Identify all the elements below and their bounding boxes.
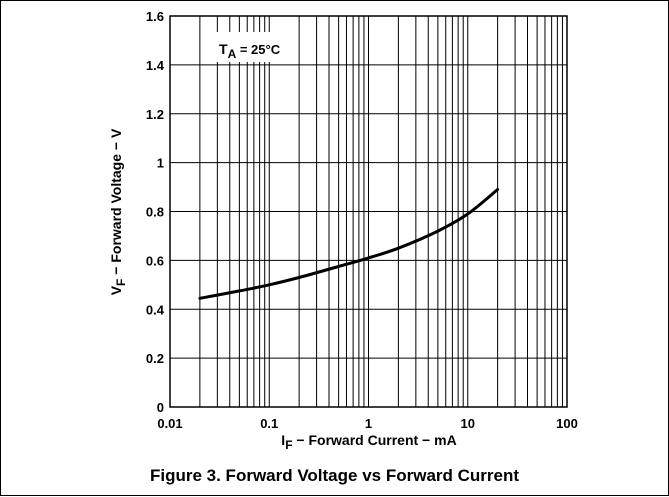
x-tick-label: 100 [556, 416, 578, 431]
y-tick-label: 0.6 [146, 253, 164, 268]
x-axis-label-main: I [281, 432, 285, 448]
x-axis-label-rest: − Forward Current − mA [293, 432, 457, 448]
y-axis-label-rest: − Forward Voltage − V [108, 128, 124, 279]
temperature-annotation: TA = 25°C [219, 41, 281, 61]
annotation-box [212, 32, 288, 62]
figure-caption: Figure 3. Forward Voltage vs Forward Cur… [149, 466, 520, 485]
grid-layer [169, 15, 568, 408]
y-axis-label-sub: F [114, 279, 128, 286]
x-axis-label: IF − Forward Current − mA [281, 432, 456, 452]
annotation-main: T [219, 41, 228, 57]
y-axis-label: VF − Forward Voltage − V [108, 128, 128, 295]
y-tick-label: 1.2 [146, 107, 164, 122]
x-tick-label: 10 [461, 416, 475, 431]
plot-border [169, 15, 568, 408]
x-tick-label: 0.1 [260, 416, 278, 431]
tick-label-layer: 0.01 0.1 1 10 100 0 0.2 0.4 0.6 0.8 1 1.2 1.4 1.6 [146, 9, 578, 431]
y-tick-label: 0.4 [146, 302, 165, 317]
y-axis-label-main: V [108, 285, 124, 295]
top-rule [0, 0, 669, 1]
annotation-sub: A [228, 47, 237, 61]
y-tick-label: 1.4 [146, 58, 165, 73]
x-tick-label: 0.01 [157, 416, 182, 431]
series-line [198, 188, 500, 300]
y-tick-label: 0.8 [146, 205, 164, 220]
y-tick-label: 0.2 [146, 351, 164, 366]
annotation-rest: = 25°C [236, 42, 280, 57]
y-tick-label: 1.6 [146, 9, 164, 24]
y-tick-label: 1 [157, 156, 164, 171]
y-tick-label: 0 [157, 400, 164, 415]
x-axis-label-sub: F [285, 438, 292, 452]
x-tick-label: 1 [365, 416, 372, 431]
